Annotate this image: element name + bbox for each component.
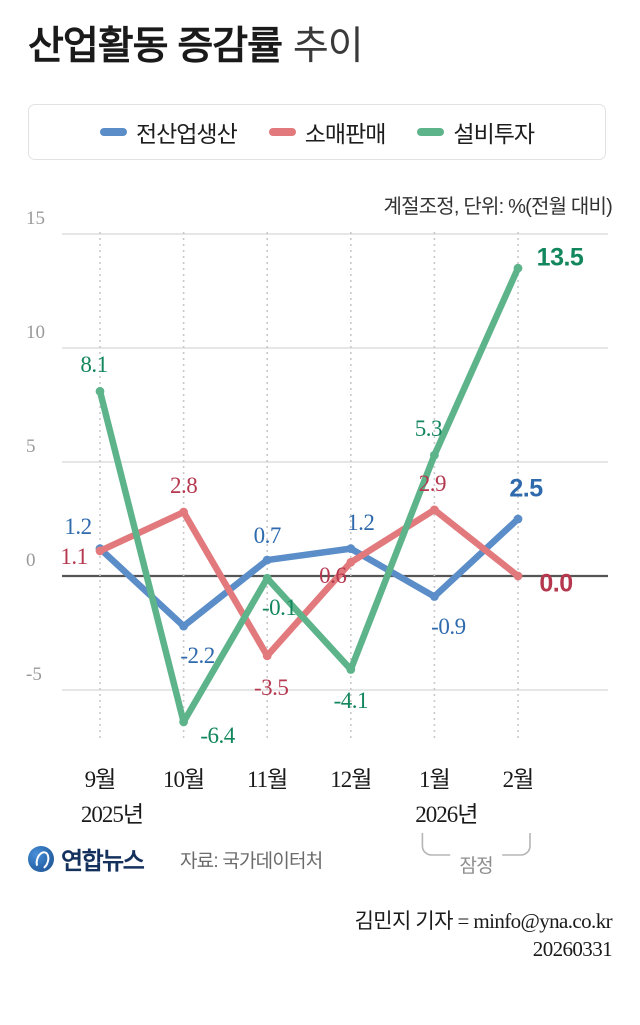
data-point xyxy=(346,665,356,674)
x-tick-label: 11월 xyxy=(247,767,288,792)
series-line-0 xyxy=(96,515,522,630)
legend-swatch-red xyxy=(268,128,296,136)
data-label: 1.2 xyxy=(347,509,375,535)
data-point xyxy=(179,717,189,727)
x-tick-label: 2월 xyxy=(502,767,535,792)
legend-item-production[interactable]: 전산업생산 xyxy=(99,115,238,149)
x-tick-label: 12월 xyxy=(330,767,372,792)
data-point xyxy=(179,621,189,631)
title-strong: 산업활동 증감률 xyxy=(28,25,283,68)
data-point xyxy=(513,514,523,524)
data-label: -6.4 xyxy=(200,722,235,748)
data-point xyxy=(346,557,356,567)
data-point xyxy=(513,571,523,581)
data-label: 8.1 xyxy=(80,352,108,378)
x-tick-label: 10월 xyxy=(163,767,205,792)
data-point xyxy=(513,263,523,273)
y-tick-label: 5 xyxy=(26,436,36,457)
reporter-credit: 김민지 기자 = minfo@yna.co.kr 20260331 xyxy=(354,905,613,962)
chart-unit-note: 계절조정, 단위: %(전월 대비) xyxy=(383,196,613,218)
data-label: -2.2 xyxy=(180,643,215,669)
reporter-name-email: 김민지 기자 = minfo@yna.co.kr xyxy=(354,909,613,933)
data-point xyxy=(262,555,272,565)
legend-item-retail[interactable]: 소매판매 xyxy=(268,115,387,149)
chart-legend: 전산업생산 소매판매 설비투자 xyxy=(28,104,606,160)
data-point xyxy=(430,450,439,460)
data-label: 13.5 xyxy=(536,243,584,272)
title-light: 추이 xyxy=(292,25,364,68)
data-point xyxy=(430,592,439,601)
x-axis-year-label: 2025년 xyxy=(80,802,144,827)
preliminary-label: 잠정 xyxy=(459,856,494,877)
yonhap-swirl-icon xyxy=(28,845,54,872)
data-label: -0.9 xyxy=(431,613,466,639)
x-axis-year-label: 2026년 xyxy=(415,802,478,827)
page-title: 산업활동 증감률 추이 xyxy=(28,22,364,72)
data-label: -4.1 xyxy=(333,688,369,714)
x-tick-label: 9월 xyxy=(84,767,117,792)
data-point xyxy=(262,573,272,583)
legend-label-investment: 설비투자 xyxy=(453,121,535,147)
data-point xyxy=(179,507,189,517)
data-label: 0.7 xyxy=(253,523,282,549)
data-label: 5.3 xyxy=(414,416,443,442)
series-line-1 xyxy=(96,506,522,660)
series-line-2 xyxy=(96,264,522,726)
data-label: 2.5 xyxy=(509,474,543,503)
data-point xyxy=(95,386,105,396)
data-label: 2.8 xyxy=(169,473,198,499)
data-label: 1.1 xyxy=(60,543,88,569)
x-tick-label: 1월 xyxy=(419,767,451,792)
data-label: 0.6 xyxy=(319,563,347,589)
publish-date: 20260331 xyxy=(532,937,613,961)
data-point xyxy=(346,544,356,554)
legend-swatch-green xyxy=(417,128,445,136)
y-tick-label: 0 xyxy=(26,550,36,571)
legend-swatch-blue xyxy=(99,128,127,136)
yonhap-logo-text: 연합뉴스 xyxy=(61,848,145,875)
data-label: -3.5 xyxy=(253,674,289,700)
data-point xyxy=(262,651,272,661)
yonhap-logo: 연합뉴스 xyxy=(28,841,145,876)
source-credit: 자료: 국가데이터처 xyxy=(180,851,323,872)
y-tick-label: 15 xyxy=(26,208,45,229)
data-label: 0.0 xyxy=(539,569,573,598)
data-label: 1.2 xyxy=(64,513,92,539)
data-point xyxy=(95,546,105,556)
y-tick-label: 10 xyxy=(26,322,45,343)
data-point xyxy=(430,505,439,515)
y-tick-label: -5 xyxy=(26,664,42,685)
legend-label-production: 전산업생산 xyxy=(135,121,238,147)
bracket-text-mask xyxy=(450,846,503,864)
data-label: 2.9 xyxy=(418,470,447,496)
data-label: -0.1 xyxy=(261,595,297,621)
legend-item-investment[interactable]: 설비투자 xyxy=(417,115,535,149)
legend-label-retail: 소매판매 xyxy=(304,121,387,147)
